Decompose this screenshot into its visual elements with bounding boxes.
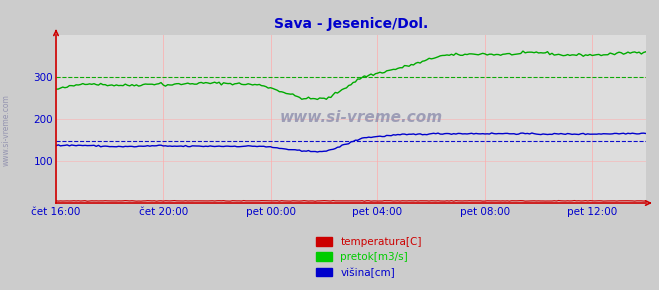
Text: www.si-vreme.com: www.si-vreme.com [280,110,444,125]
Title: Sava - Jesenice/Dol.: Sava - Jesenice/Dol. [273,17,428,31]
Legend: temperatura[C], pretok[m3/s], višina[cm]: temperatura[C], pretok[m3/s], višina[cm] [312,233,426,282]
Text: www.si-vreme.com: www.si-vreme.com [2,95,11,166]
